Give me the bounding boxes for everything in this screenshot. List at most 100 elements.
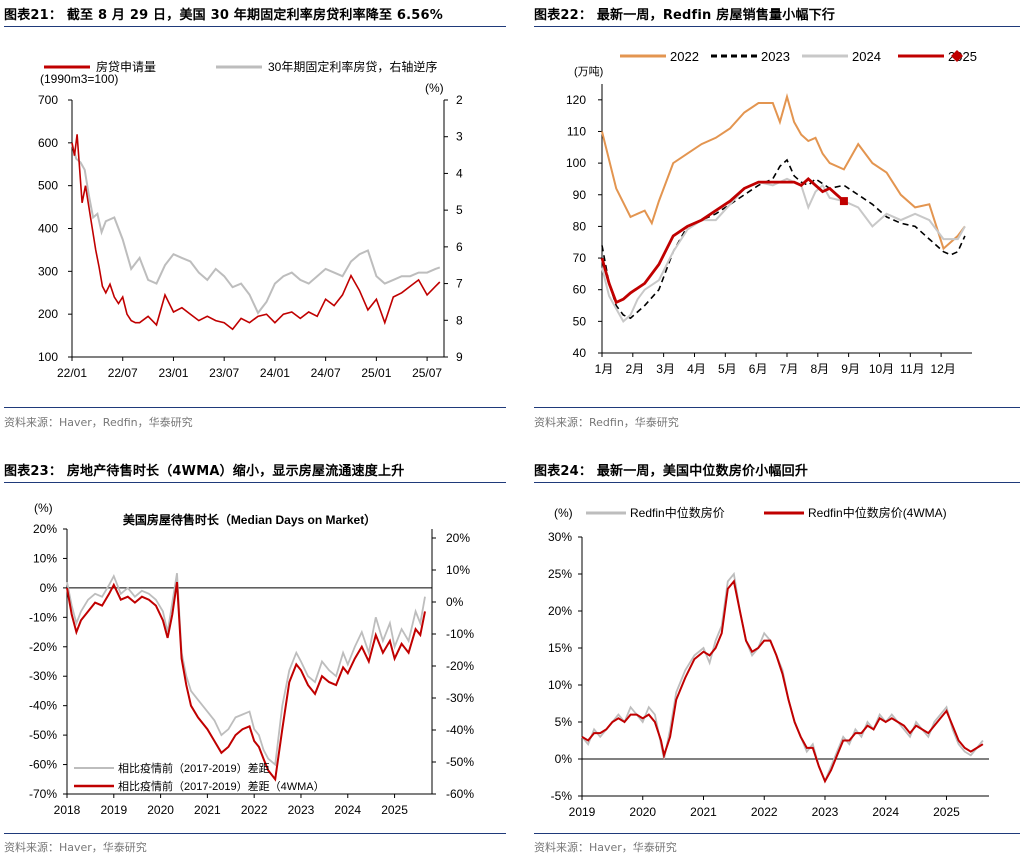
chart-22-x-tick-label: 12月 [930, 362, 955, 376]
chart-23-left-tick-label: 20% [33, 522, 57, 536]
chart-23-title: 图表23： 房地产待售时长（4WMA）缩小，显示房屋流通速度上升 [4, 464, 405, 479]
chart-21-series-applications-line [71, 134, 441, 331]
panel-chart-23: 图表23： 房地产待售时长（4WMA）缩小，显示房屋流通速度上升 20% 10% 0… [4, 460, 506, 857]
chart-24-series-4wma-line [581, 579, 984, 784]
chart-24-x-tick-label: 2021 [690, 805, 717, 819]
chart-22-y-tick-label: 100 [566, 156, 586, 170]
chart-21-left-tick-label: 400 [38, 222, 58, 236]
chart-23-x-tick-label: 2023 [288, 803, 315, 817]
chart-22-plot: 40 50 60 70 80 90 100 110 120 1月 2月 3月 4月 5月 6月 7月 8月 9月 1… [566, 49, 977, 376]
chart-21-source-rule [4, 407, 506, 408]
chart-22-x-tick-label: 9月 [841, 362, 860, 376]
chart-24-x-tick-label: 2024 [872, 805, 899, 819]
chart-21-x-tick-label: 23/01 [158, 366, 188, 380]
chart-22-x-tick-label: 8月 [810, 362, 829, 376]
chart-22-y-tick-label: 120 [566, 93, 586, 107]
chart-24-x-tick-label: 2025 [933, 805, 960, 819]
chart-22-x-tick-label: 5月 [718, 362, 737, 376]
chart-23-series-4wma-line [66, 581, 426, 782]
chart-21-left-tick-label: 100 [38, 350, 58, 364]
chart-24-legend-label-2: Redfin中位数房价(4WMA) [808, 505, 947, 520]
chart-24-source: 资料来源：Haver，华泰研究 [534, 841, 677, 854]
chart-23-x-tick-label: 2025 [381, 803, 408, 817]
chart-23-left-tick-label: -10% [29, 610, 57, 624]
panel-chart-24: 图表24： 最新一周，美国中位数房价小幅回升 30% 25% 20% 15% 10% 5%… [534, 460, 1020, 857]
chart-22-y-tick-label: 110 [567, 124, 586, 138]
chart-22-series-2025-line [600, 177, 845, 305]
chart-21-right-tick-label: 7 [456, 277, 463, 291]
chart-21-left-tick-label: 300 [38, 264, 58, 278]
chart-24-y-tick-label: -5% [551, 789, 573, 803]
chart-23-left-tick-label: 0% [40, 581, 58, 595]
chart-21-x-tick-label: 24/07 [311, 366, 341, 380]
chart-24-y-tick-label: 20% [548, 604, 572, 618]
chart-23-right-tick-label: -10% [446, 627, 474, 641]
chart-21-right-tick-label: 6 [456, 240, 463, 254]
chart-23-x-tick-label: 2024 [334, 803, 361, 817]
chart-22-y-tick-label: 90 [573, 188, 587, 202]
chart-24-legend-label-1: Redfin中位数房价 [630, 505, 725, 520]
chart-22-x-tick-label: 7月 [780, 362, 799, 376]
chart-22-x-tick-label: 1月 [595, 362, 614, 376]
chart-24-y-axis-label: (%) [554, 506, 573, 520]
chart-23-x-tick-label: 2018 [54, 803, 81, 817]
chart-23-y-axis-label: (%) [34, 501, 53, 515]
chart-22-x-tick-label: 6月 [749, 362, 768, 376]
chart-21-x-tick-label: 22/07 [108, 366, 138, 380]
chart-22-legend-label-2024: 2024 [852, 49, 881, 64]
chart-21-right-axis-label: (%) [425, 81, 444, 95]
chart-22-series-2022-line [601, 92, 966, 251]
chart-23-legend-label-1: 相比疫情前（2017-2019）差距 [118, 761, 270, 775]
chart-21-title-rule [4, 26, 506, 27]
chart-22-y-tick-label: 60 [573, 283, 587, 297]
chart-23-x-tick-label: 2021 [194, 803, 221, 817]
chart-21-left-axis-label: (1990m3=100) [40, 72, 118, 86]
chart-22-series-2023-line [601, 158, 966, 320]
chart-21-x-tick-label: 24/01 [260, 366, 290, 380]
chart-24-title: 图表24： 最新一周，美国中位数房价小幅回升 [534, 464, 809, 479]
chart-22-x-tick-label: 2月 [625, 362, 644, 376]
chart-22-source: 资料来源：Redfin，华泰研究 [534, 416, 679, 429]
chart-21-x-tick-label: 22/01 [57, 366, 87, 380]
chart-21-left-tick-label: 700 [38, 93, 58, 107]
chart-21-legend-label-1: 房贷申请量 [96, 59, 156, 74]
chart-23-left-tick-label: -60% [29, 758, 57, 772]
chart-23-right-tick-label: -60% [446, 787, 474, 801]
chart-23-left-tick-label: -40% [29, 699, 57, 713]
chart-22-end-marker [839, 197, 848, 206]
chart-21-right-tick-label: 4 [456, 166, 463, 180]
chart-23-left-tick-label: -50% [29, 728, 57, 742]
chart-23-x-tick-label: 2020 [147, 803, 174, 817]
chart-22-x-tick-label: 4月 [687, 362, 706, 376]
chart-23-right-tick-label: 10% [446, 563, 470, 577]
chart-21-right-tick-label: 3 [456, 130, 463, 144]
chart-22-series-2024-line [601, 177, 966, 323]
chart-23-right-tick-label: -20% [446, 659, 474, 673]
chart-22-x-tick-label: 3月 [656, 362, 675, 376]
chart-21-title: 图表21： 截至 8 月 29 日，美国 30 年期固定利率房贷利率降至 6.5… [4, 8, 444, 23]
chart-21-plot: 100 200 300 400 500 600 700 2 3 4 5 6 7 8 9 22/01 22/07 2… [38, 59, 463, 380]
chart-22-y-tick-label: 50 [573, 314, 587, 328]
chart-22-legend-diamond-marker [951, 50, 963, 62]
chart-22-source-rule [534, 407, 1020, 408]
chart-24-y-tick-label: 10% [548, 678, 572, 692]
chart-23-source: 资料来源：Haver，华泰研究 [4, 841, 147, 854]
chart-24-y-tick-label: 30% [548, 530, 572, 544]
chart-22-y-tick-label: 80 [573, 219, 587, 233]
chart-22-x-tick-label: 10月 [869, 362, 894, 376]
chart-24-x-tick-label: 2022 [751, 805, 778, 819]
chart-22-title: 图表22： 最新一周，Redfin 房屋销售量小幅下行 [534, 8, 836, 23]
chart-24-x-tick-label: 2019 [569, 805, 596, 819]
chart-24-y-tick-label: 0% [555, 752, 573, 766]
chart-21-x-tick-label: 25/07 [412, 366, 442, 380]
chart-24-y-tick-label: 5% [555, 715, 573, 729]
chart-21-x-tick-label: 25/01 [361, 366, 391, 380]
chart-22-title-rule [534, 26, 1020, 27]
chart-22-legend-label-2022: 2022 [670, 49, 699, 64]
panel-chart-22: 图表22： 最新一周，Redfin 房屋销售量小幅下行 40 50 60 70 80 90… [534, 4, 1020, 434]
chart-21-legend-label-2: 30年期固定利率房贷，右轴逆序 [268, 59, 437, 74]
chart-24-title-rule [534, 482, 1020, 483]
chart-23-right-tick-label: 20% [446, 531, 470, 545]
chart-22-y-tick-label: 40 [573, 346, 587, 360]
chart-21-left-tick-label: 600 [38, 136, 58, 150]
